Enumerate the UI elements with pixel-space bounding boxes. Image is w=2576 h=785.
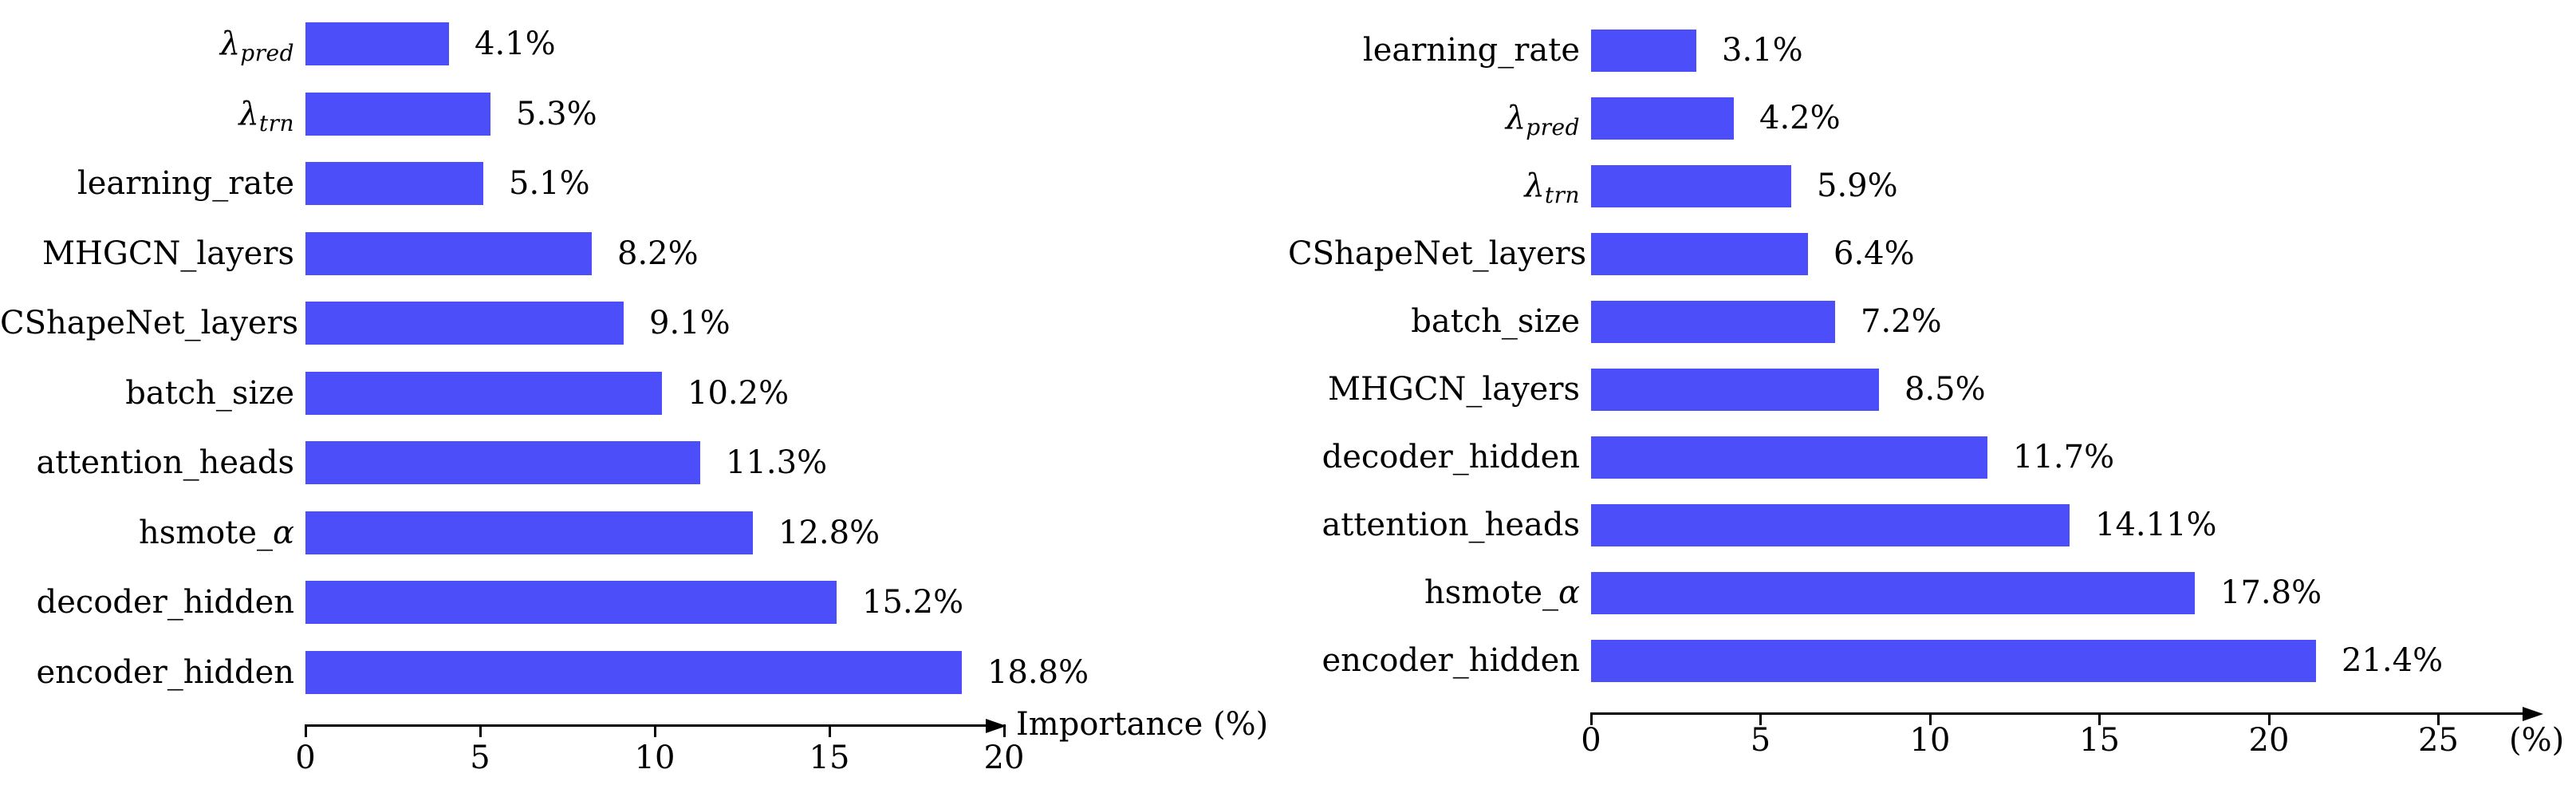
category-label: batch_size bbox=[125, 374, 294, 412]
value-label: 7.2% bbox=[1861, 303, 1942, 340]
bar bbox=[305, 650, 962, 694]
value-label: 5.9% bbox=[1817, 168, 1898, 204]
category-label: λpred bbox=[1505, 100, 1580, 140]
bar bbox=[1591, 301, 1835, 343]
value-label: 8.5% bbox=[1904, 371, 1986, 408]
category-label: CShapeNet_layers bbox=[1288, 235, 1587, 272]
bar bbox=[305, 441, 700, 484]
category-label: batch_size bbox=[1411, 303, 1580, 340]
axis-tick bbox=[1928, 712, 1932, 725]
bar bbox=[1591, 165, 1791, 207]
value-label: 6.4% bbox=[1834, 235, 1915, 272]
value-label: 21.4% bbox=[2342, 642, 2444, 679]
axis-tick bbox=[2267, 712, 2271, 725]
axis-tick bbox=[304, 724, 307, 737]
category-label: MHGCN_layers bbox=[1328, 371, 1580, 408]
bar bbox=[305, 581, 837, 624]
axis-tick bbox=[1759, 712, 1762, 725]
bar bbox=[1591, 97, 1734, 140]
bar bbox=[1591, 572, 2195, 614]
category-label: attention_heads bbox=[1321, 507, 1580, 543]
tick-label: 15 bbox=[809, 740, 850, 776]
category-label: λpred bbox=[219, 26, 294, 66]
bar bbox=[305, 92, 490, 136]
tick-label: 25 bbox=[2418, 722, 2459, 759]
axis-tick bbox=[2098, 712, 2101, 725]
axis-tick bbox=[2437, 712, 2440, 725]
chart-right-importance: (%) learning_rate 3.1% λpred 4.2% λtrn 5.9% CS… bbox=[1288, 0, 2576, 785]
category-label: decoder_hidden bbox=[36, 584, 294, 621]
tick-label: 5 bbox=[1750, 722, 1771, 759]
x-axis-line bbox=[305, 724, 986, 727]
category-label: encoder_hidden bbox=[1321, 642, 1580, 679]
value-label: 4.2% bbox=[1759, 100, 1841, 136]
tick-label: 15 bbox=[2079, 722, 2120, 759]
value-label: 17.8% bbox=[2220, 574, 2322, 611]
tick-label: 0 bbox=[1581, 722, 1601, 759]
category-label: attention_heads bbox=[36, 444, 294, 481]
value-label: 5.1% bbox=[509, 165, 590, 202]
category-label: encoder_hidden bbox=[36, 653, 294, 691]
bar bbox=[305, 371, 662, 415]
tick-label: 10 bbox=[1909, 722, 1951, 759]
bar bbox=[1591, 640, 2316, 682]
value-label: 3.1% bbox=[1722, 32, 1803, 69]
value-label: 4.1% bbox=[475, 26, 556, 62]
value-label: 9.1% bbox=[649, 305, 731, 341]
category-label: MHGCN_layers bbox=[42, 235, 294, 272]
bar bbox=[1591, 504, 2070, 546]
value-label: 11.3% bbox=[726, 444, 828, 481]
category-label: decoder_hidden bbox=[1321, 439, 1580, 475]
axis-tick bbox=[828, 724, 831, 737]
axis-arrow-icon bbox=[2523, 706, 2543, 721]
axis-tick bbox=[653, 724, 656, 737]
value-label: 12.8% bbox=[778, 514, 880, 551]
bar bbox=[305, 302, 624, 345]
tick-label: 5 bbox=[470, 740, 490, 776]
category-label: learning_rate bbox=[77, 165, 294, 202]
bar bbox=[1591, 30, 1696, 72]
value-label: 5.3% bbox=[516, 95, 597, 132]
category-label: λtrn bbox=[1524, 168, 1580, 208]
x-axis-title: (%) bbox=[2509, 722, 2565, 759]
bar bbox=[305, 511, 753, 554]
category-label: λtrn bbox=[238, 95, 294, 136]
tick-label: 20 bbox=[983, 740, 1025, 776]
bar bbox=[305, 231, 592, 275]
axis-tick bbox=[1002, 724, 1006, 737]
axis-arrow-icon bbox=[986, 718, 1006, 733]
x-axis-title: Importance (%) bbox=[1016, 706, 1269, 743]
bar bbox=[1591, 369, 1879, 411]
bar bbox=[305, 162, 483, 205]
category-label: hsmote_α bbox=[1424, 574, 1580, 611]
value-label: 10.2% bbox=[687, 374, 790, 412]
value-label: 18.8% bbox=[987, 653, 1089, 691]
value-label: 11.7% bbox=[2013, 439, 2115, 475]
category-label: learning_rate bbox=[1362, 32, 1580, 69]
axis-tick bbox=[1589, 712, 1593, 725]
chart-left-importance: Importance (%) λpred 4.1% λtrn 5.3% learning… bbox=[0, 22, 1269, 776]
bar bbox=[1591, 233, 1808, 275]
tick-label: 0 bbox=[295, 740, 316, 776]
tick-label: 20 bbox=[2248, 722, 2290, 759]
value-label: 15.2% bbox=[862, 584, 964, 621]
category-label: CShapeNet_layers bbox=[0, 305, 299, 341]
tick-label: 10 bbox=[634, 740, 676, 776]
axis-tick bbox=[479, 724, 482, 737]
value-label: 8.2% bbox=[617, 235, 699, 272]
value-label: 14.11% bbox=[2095, 507, 2217, 543]
x-axis-line bbox=[1591, 712, 2523, 715]
category-label: hsmote_α bbox=[138, 514, 294, 551]
bar bbox=[305, 22, 449, 65]
bar bbox=[1591, 436, 1987, 479]
